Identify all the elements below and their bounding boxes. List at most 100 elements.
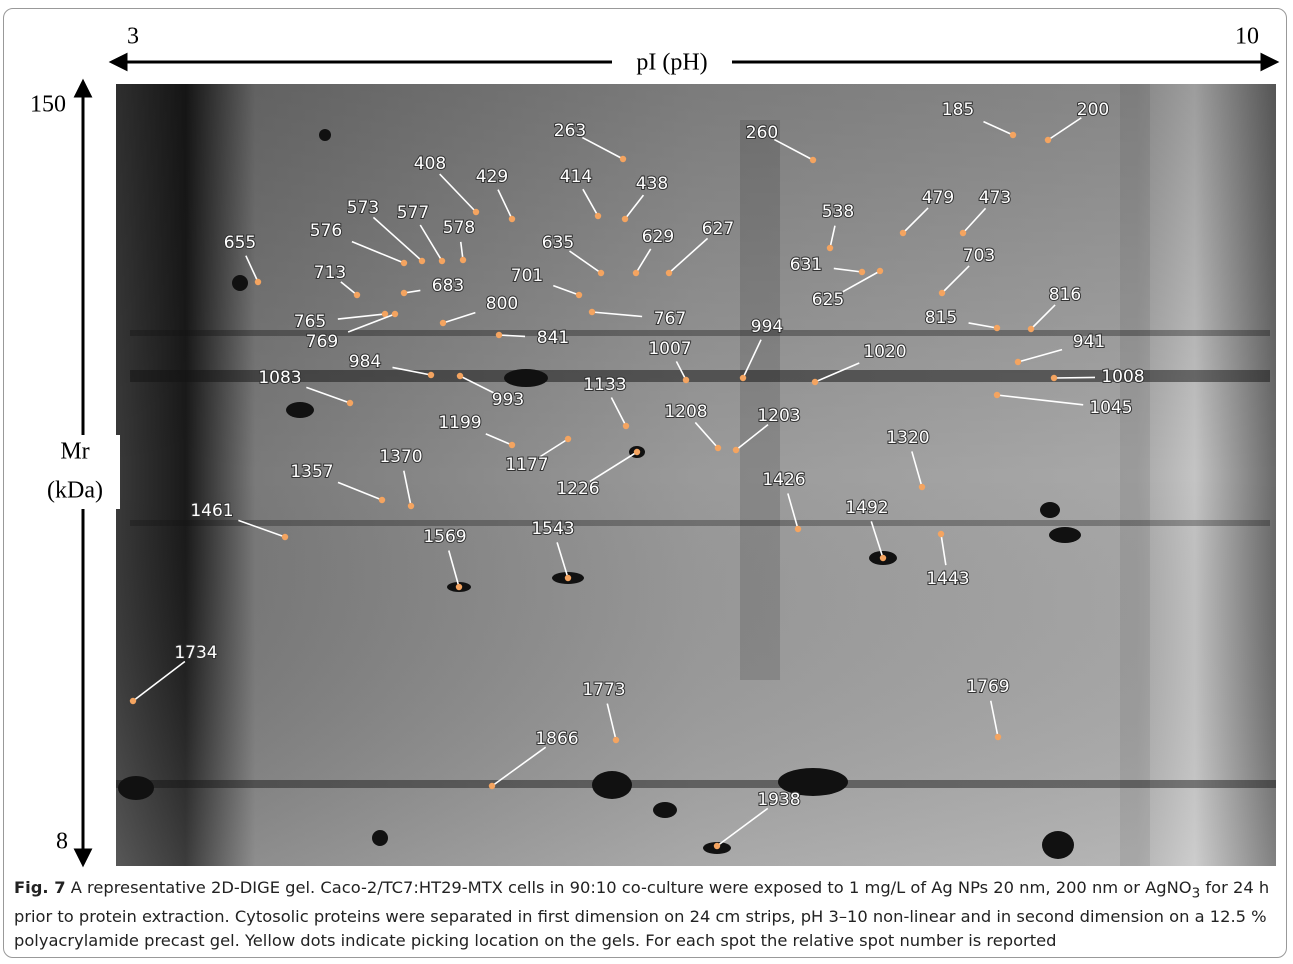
x-axis-label: pI (pH) — [636, 50, 707, 76]
y-max-label: 150 — [30, 92, 66, 118]
spot-dot — [938, 531, 944, 537]
spot-label: 260 — [746, 123, 778, 143]
spot-label: 1199 — [438, 413, 481, 433]
spot-label: 538 — [822, 202, 854, 222]
spot-dot — [401, 290, 407, 296]
spot-label: 577 — [397, 203, 429, 223]
spot-label: 573 — [347, 198, 379, 218]
spot-dot — [995, 734, 1001, 740]
spot-dot — [282, 534, 288, 540]
leader-line — [1054, 377, 1095, 378]
spot-label: 1020 — [863, 342, 906, 362]
x-max-label: 10 — [1235, 24, 1259, 50]
spot-label: 994 — [751, 317, 783, 337]
spot-dot — [456, 584, 462, 590]
spot-dot — [439, 258, 445, 264]
spot-dot — [827, 245, 833, 251]
spot-label: 1461 — [190, 501, 233, 521]
spot-dot — [715, 445, 721, 451]
spot-dot — [460, 257, 466, 263]
spot-label: 655 — [224, 233, 256, 253]
spot-dot — [565, 436, 571, 442]
spot-label: 1203 — [757, 406, 800, 426]
spot-dot — [428, 372, 434, 378]
spot-label: 625 — [812, 290, 844, 310]
spot-dot — [994, 325, 1000, 331]
spot-label: 576 — [310, 221, 342, 241]
spot-label: 1370 — [379, 447, 422, 467]
spot-dot — [939, 290, 945, 296]
spot-label: 815 — [925, 308, 957, 328]
spot-dot — [795, 526, 801, 532]
spot-dot — [354, 292, 360, 298]
spot-label: 1426 — [762, 470, 805, 490]
spot-dot — [1028, 326, 1034, 332]
spot-label: 1208 — [664, 402, 707, 422]
spot-dot — [595, 213, 601, 219]
spot-dot — [130, 698, 136, 704]
spot-label: 941 — [1073, 332, 1105, 352]
spot-label: 631 — [790, 255, 822, 275]
caption-subscript: 3 — [1192, 885, 1201, 901]
spot-dot — [347, 400, 353, 406]
spot-label: 629 — [642, 227, 674, 247]
spot-label: 1569 — [423, 527, 466, 547]
spot-dot — [1051, 375, 1057, 381]
spot-label: 1133 — [583, 375, 626, 395]
spot-dot — [666, 270, 672, 276]
spot-dot — [565, 575, 571, 581]
spot-dot — [900, 230, 906, 236]
spot-dot — [877, 268, 883, 274]
spot-label: 1543 — [531, 519, 574, 539]
spot-label: 414 — [560, 167, 592, 187]
spot-dot — [489, 783, 495, 789]
spot-label: 701 — [511, 266, 543, 286]
spot-label: 703 — [963, 246, 995, 266]
spot-label: 1226 — [556, 479, 599, 499]
spot-label: 1734 — [174, 643, 217, 663]
spot-label: 408 — [414, 154, 446, 174]
spot-dot — [576, 292, 582, 298]
spot-dot — [509, 216, 515, 222]
spot-dot — [623, 423, 629, 429]
spot-label: 185 — [942, 100, 974, 120]
spot-label: 841 — [537, 328, 569, 348]
spot-label: 769 — [306, 332, 338, 352]
spot-label: 635 — [542, 233, 574, 253]
spot-dot — [473, 209, 479, 215]
spot-dot — [880, 555, 886, 561]
spot-label: 1320 — [886, 428, 929, 448]
spot-dot — [1045, 137, 1051, 143]
spot-label: 1083 — [258, 368, 301, 388]
spot-dot — [733, 447, 739, 453]
spot-dot — [255, 279, 261, 285]
spot-dot — [620, 156, 626, 162]
caption-label: Fig. 7 — [14, 878, 66, 897]
spot-label: 1177 — [505, 455, 548, 475]
spot-label: 263 — [554, 121, 586, 141]
spot-label: 767 — [654, 309, 686, 329]
spot-label: 713 — [314, 263, 346, 283]
figure-caption: Fig. 7 A representative 2D-DIGE gel. Cac… — [14, 876, 1276, 953]
spot-label: 1357 — [290, 462, 333, 482]
spot-dot — [419, 258, 425, 264]
spot-dot — [740, 375, 746, 381]
spot-label: 627 — [702, 219, 734, 239]
spot-label: 200 — [1077, 100, 1109, 120]
spot-dot — [919, 484, 925, 490]
spot-label: 683 — [432, 276, 464, 296]
spot-label: 993 — [492, 390, 524, 410]
spot-label: 429 — [476, 167, 508, 187]
spot-dot — [812, 379, 818, 385]
spot-dot — [589, 309, 595, 315]
spot-dot — [633, 270, 639, 276]
spot-dot — [408, 503, 414, 509]
spot-label: 816 — [1049, 285, 1081, 305]
spot-dot — [613, 737, 619, 743]
spot-label: 438 — [636, 174, 668, 194]
spot-dot — [622, 216, 628, 222]
spot-dot — [598, 270, 604, 276]
y-min-label: 8 — [56, 829, 68, 855]
spot-label: 1773 — [582, 680, 625, 700]
